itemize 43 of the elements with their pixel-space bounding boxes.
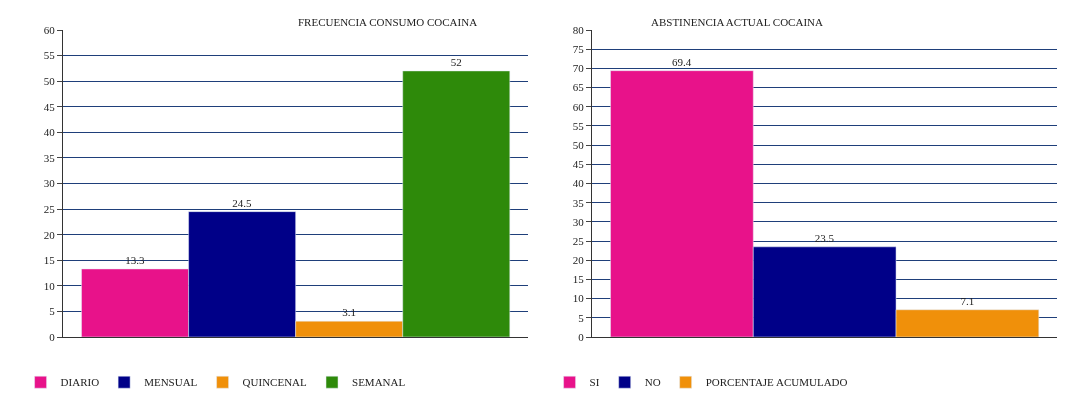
y-tick-label: 10 (43, 279, 56, 292)
y-tick-label: 70 (572, 62, 585, 75)
legend-label: SEMANAL (352, 376, 406, 389)
y-tick-label: 55 (572, 119, 585, 132)
y-tick-label: 45 (572, 158, 585, 171)
legend-label: QUINCENAL (242, 376, 308, 389)
y-tick-label: 45 (43, 100, 56, 113)
y-tick-label: 40 (572, 177, 585, 190)
data-label: 24.5 (232, 196, 252, 209)
y-tick-label: 35 (572, 196, 585, 209)
legend-label: DIARIO (60, 376, 100, 389)
y-tick-label: 30 (43, 177, 56, 190)
y-tick-label: 75 (572, 43, 585, 56)
y-tick-label: 35 (43, 151, 56, 164)
legend-label: SI (589, 376, 600, 389)
y-tick-label: 5 (49, 305, 56, 318)
chart-title: ABSTINENCIA ACTUAL COCAINA (651, 16, 823, 28)
legend-label: PORCENTAJE ACUMULADO (705, 376, 848, 389)
y-tick-label: 50 (43, 75, 56, 88)
legend-label: NO (644, 376, 661, 389)
data-label: 52 (450, 55, 462, 68)
y-tick-label: 60 (43, 23, 56, 36)
y-tick-label: 25 (572, 234, 585, 247)
y-tick-label: 15 (572, 273, 585, 286)
y-tick-label: 40 (43, 126, 56, 139)
chart-title: FRECUENCIA CONSUMO COCAINA (298, 16, 478, 28)
y-tick-label: 0 (578, 330, 585, 343)
data-label: 23.5 (814, 231, 835, 244)
y-tick-label: 55 (43, 49, 56, 62)
y-tick-label: 60 (572, 100, 585, 113)
data-label: 69.4 (672, 55, 692, 68)
y-tick-label: 0 (49, 330, 56, 343)
y-tick-label: 15 (43, 254, 56, 267)
y-tick-label: 30 (572, 215, 585, 228)
y-tick-label: 50 (572, 138, 585, 151)
y-tick-label: 5 (578, 311, 585, 324)
y-tick-label: 20 (43, 228, 56, 241)
y-tick-label: 65 (572, 81, 585, 94)
y-tick-label: 25 (43, 202, 56, 215)
y-tick-label: 80 (572, 23, 585, 36)
legend-label: MENSUAL (144, 376, 198, 389)
y-tick-label: 20 (572, 254, 585, 267)
y-tick-label: 10 (572, 292, 585, 305)
